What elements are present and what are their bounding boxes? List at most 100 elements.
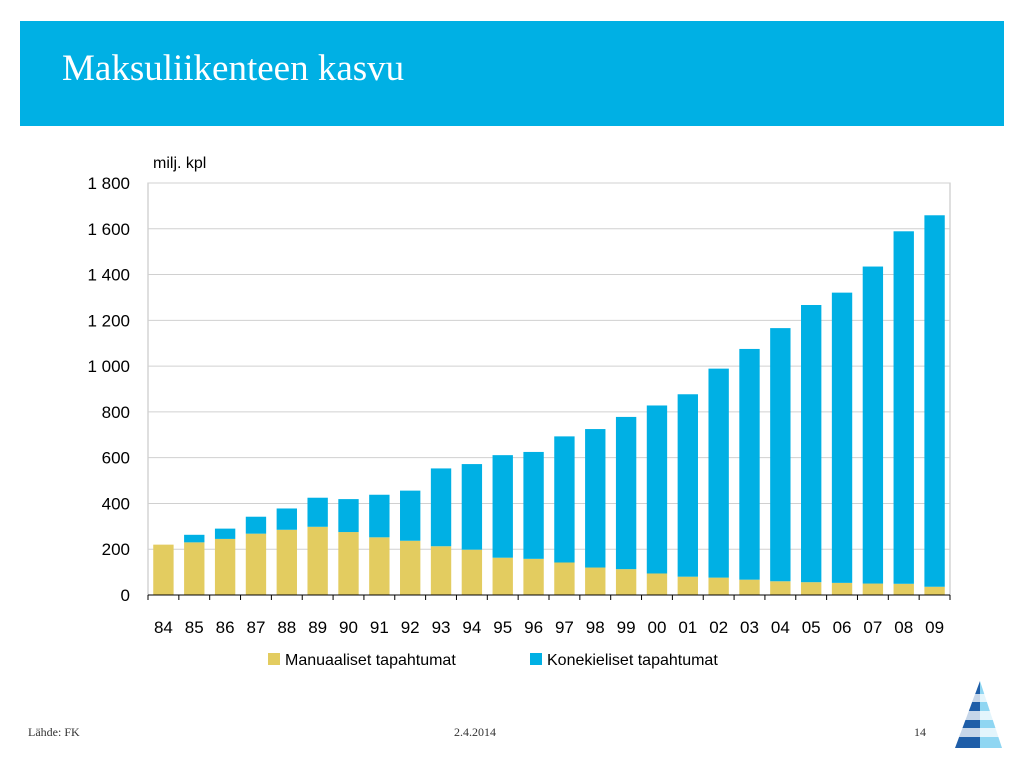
- bar-manual: [615, 569, 637, 595]
- legend-label: Konekieliset tapahtumat: [547, 652, 718, 669]
- bar-machine: [770, 328, 791, 582]
- y-tick-label: 600: [102, 449, 130, 468]
- bar-machine: [708, 368, 729, 578]
- bar-machine: [739, 348, 760, 580]
- x-tick-label: 95: [493, 618, 512, 637]
- bar-machine: [523, 451, 544, 559]
- x-tick-label: 91: [370, 618, 389, 637]
- bar-manual: [646, 573, 668, 595]
- bar-manual: [184, 542, 205, 595]
- title-band: Maksuliikenteen kasvu: [20, 21, 1004, 126]
- bar-machine: [276, 508, 297, 530]
- bar-manual: [276, 529, 297, 595]
- bar-manual: [369, 537, 390, 595]
- bar-manual: [523, 558, 544, 595]
- x-tick-label: 92: [401, 618, 420, 637]
- x-tick-label: 94: [462, 618, 481, 637]
- x-tick-label: 04: [771, 618, 790, 637]
- y-tick-label: 400: [102, 494, 130, 513]
- bar-manual: [214, 538, 236, 595]
- bar-manual: [585, 567, 606, 595]
- bar-machine: [646, 405, 668, 574]
- x-tick-label: 06: [833, 618, 852, 637]
- x-tick-label: 98: [586, 618, 605, 637]
- x-tick-label: 09: [925, 618, 944, 637]
- x-tick-label: 97: [555, 618, 574, 637]
- bar-manual: [307, 526, 328, 595]
- x-tick-label: 93: [432, 618, 451, 637]
- bar-machine: [862, 266, 884, 584]
- bar-manual: [492, 557, 513, 595]
- bar-machine: [677, 394, 698, 577]
- bar-machine: [338, 499, 359, 533]
- bar-machine: [400, 490, 421, 541]
- x-tick-label: 07: [863, 618, 882, 637]
- bar-machine: [307, 497, 328, 527]
- bar-manual: [400, 540, 421, 595]
- bar-manual: [862, 583, 884, 595]
- slide-title: Maksuliikenteen kasvu: [62, 48, 405, 89]
- x-tick-label: 08: [894, 618, 913, 637]
- bar-manual: [153, 544, 174, 595]
- x-tick-label: 88: [277, 618, 296, 637]
- x-tick-label: 03: [740, 618, 759, 637]
- footer-source: Lähde: FK: [28, 725, 80, 739]
- bar-machine: [924, 215, 945, 587]
- bar-machine: [615, 416, 637, 570]
- bar-machine: [554, 436, 575, 563]
- bar-manual: [831, 582, 853, 595]
- y-tick-label: 1 400: [87, 266, 130, 285]
- bar-manual: [677, 576, 698, 595]
- x-tick-label: 99: [617, 618, 636, 637]
- plot-frame: [147, 182, 951, 596]
- bar-machine: [585, 429, 606, 568]
- bar-machine: [801, 304, 822, 583]
- x-tick-label: 00: [648, 618, 667, 637]
- bar-manual: [245, 533, 267, 595]
- bar-manual: [461, 549, 483, 595]
- y-tick-label: 1 200: [87, 311, 130, 330]
- y-tick-label: 200: [102, 540, 130, 559]
- legend-swatch: [268, 653, 280, 665]
- bar-machine: [831, 292, 853, 583]
- y-unit-label: milj. kpl: [153, 155, 206, 172]
- pyramid-logo-icon: [955, 681, 1002, 748]
- x-tick-label: 05: [802, 618, 821, 637]
- legend-swatch: [530, 653, 542, 665]
- footer-date: 2.4.2014: [454, 725, 496, 739]
- bar-manual: [801, 582, 822, 595]
- x-tick-label: 90: [339, 618, 358, 637]
- x-tick-label: 02: [709, 618, 728, 637]
- bar-manual: [338, 532, 359, 595]
- bar-machine: [430, 468, 452, 547]
- bar-manual: [924, 586, 945, 595]
- x-tick-label: 87: [247, 618, 266, 637]
- bar-manual: [554, 562, 575, 595]
- bar-machine: [245, 516, 267, 534]
- bar-machine: [893, 231, 914, 584]
- legend-label: Manuaaliset tapahtumat: [285, 652, 456, 669]
- y-tick-label: 1 600: [87, 220, 130, 239]
- bar-manual: [430, 546, 452, 595]
- x-tick-label: 01: [678, 618, 697, 637]
- x-tick-label: 86: [216, 618, 235, 637]
- y-tick-label: 1 000: [87, 357, 130, 376]
- bar-machine: [492, 455, 513, 558]
- bar-manual: [893, 583, 914, 595]
- bar-machine: [369, 494, 390, 538]
- x-tick-label: 85: [185, 618, 204, 637]
- bar-manual: [739, 579, 760, 595]
- bar-machine: [184, 534, 205, 543]
- bar-manual: [708, 577, 729, 595]
- x-tick-label: 84: [154, 618, 173, 637]
- y-tick-label: 800: [102, 403, 130, 422]
- bar-machine: [461, 464, 483, 550]
- page-number: 14: [914, 725, 926, 739]
- bar-machine: [214, 528, 236, 539]
- bar-manual: [770, 581, 791, 595]
- y-tick-label: 1 800: [87, 174, 130, 193]
- x-tick-label: 89: [308, 618, 327, 637]
- y-tick-label: 0: [121, 586, 130, 605]
- x-tick-label: 96: [524, 618, 543, 637]
